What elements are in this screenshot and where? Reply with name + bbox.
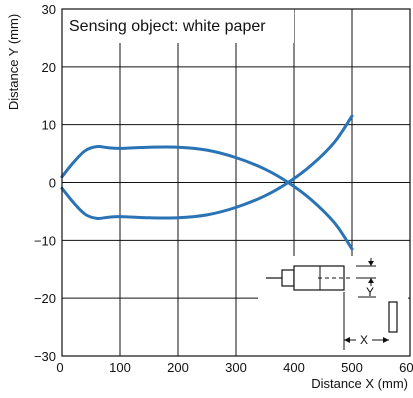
series-layer (60, 114, 354, 251)
x-tick-label: 600 (399, 360, 413, 375)
plot-frame (61, 8, 411, 357)
chart-title: Sensing object: white paper (69, 18, 266, 35)
x-tick-label: 300 (225, 360, 247, 375)
y-tick-label: −30 (34, 349, 56, 364)
y-arrowhead-down (368, 278, 374, 283)
target-paper (388, 301, 398, 333)
x-arrowhead-left (344, 337, 350, 343)
x-arrowhead-right (383, 337, 389, 343)
y-axis-label: Distance Y (mm) (6, 14, 21, 110)
y-tick-label: −10 (34, 233, 56, 248)
x-tick-label: 500 (341, 360, 363, 375)
sensor-inset: Y X (258, 256, 408, 356)
y-tick-label: 0 (49, 176, 56, 191)
series-line-2 (60, 114, 354, 220)
grid (62, 9, 410, 356)
series-line-1 (60, 145, 354, 251)
title-box (62, 9, 294, 43)
inset-x-label: X (360, 333, 368, 347)
x-tick-label: 100 (109, 360, 131, 375)
y-tick-label: −20 (34, 291, 56, 306)
sensor-head-small (281, 269, 295, 287)
y-tick-label: 30 (42, 2, 56, 17)
x-tick-label: 400 (283, 360, 305, 375)
inset-y-label: Y (366, 285, 374, 299)
tick-labels: 0 100 200 300 400 500 600 −30 −20 −10 0 10 20 30 (34, 2, 413, 375)
y-tick-label: 20 (42, 60, 56, 75)
x-tick-label: 0 (56, 360, 63, 375)
y-arrowhead-up (368, 261, 374, 266)
x-axis-label: Distance X (mm) (311, 376, 408, 391)
x-tick-label: 200 (167, 360, 189, 375)
y-tick-label: 10 (42, 118, 56, 133)
